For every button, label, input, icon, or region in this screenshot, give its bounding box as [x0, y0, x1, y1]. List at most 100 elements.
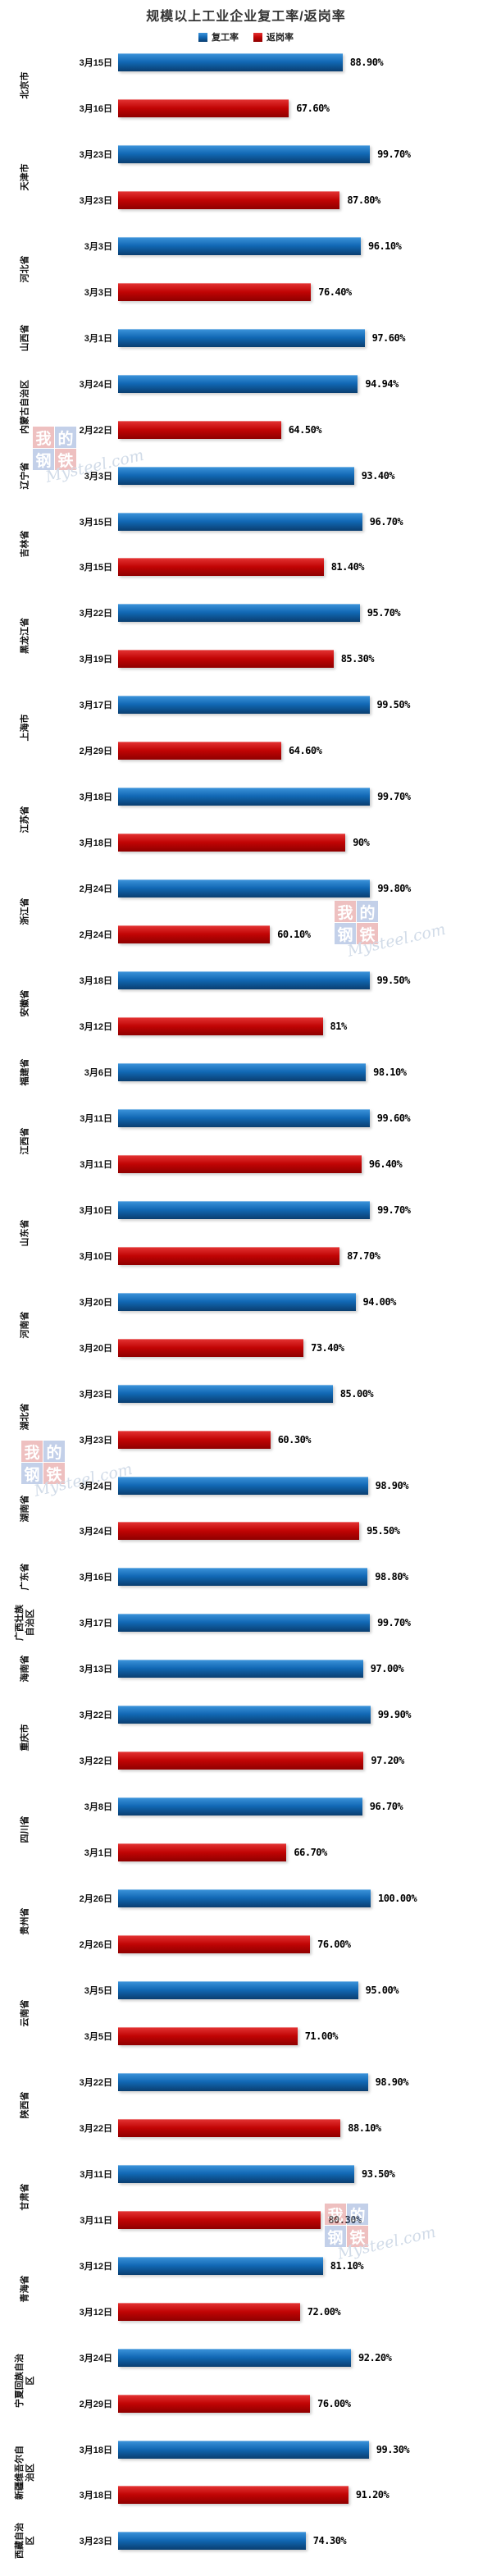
province-label-wrap: 贵州省	[0, 1875, 51, 1967]
province-group: 海南省 3月13日 97.00%	[0, 1646, 492, 1692]
return-rate-bar	[118, 1154, 362, 1173]
date-label: 3月18日	[79, 792, 112, 803]
value-label: 93.50%	[362, 2167, 395, 2180]
date-label: 3月3日	[84, 287, 112, 298]
date-label: 3月18日	[79, 2445, 112, 2455]
province-label-wrap: 甘肃省	[0, 2151, 51, 2243]
province-label: 湖南省	[20, 1495, 30, 1522]
province-group: 广东省 3月16日 98.80%	[0, 1554, 492, 1600]
bar-row: 3月10日 87.70%	[51, 1233, 492, 1279]
province-label: 青海省	[20, 2275, 30, 2303]
province-label-wrap: 四川省	[0, 1784, 51, 1875]
bar-row: 3月15日 96.70%	[51, 499, 492, 545]
province-label: 广西壮族自治区	[14, 1605, 35, 1642]
bar-row: 3月12日 81%	[51, 1003, 492, 1049]
bar-row: 3月23日 85.00%	[51, 1371, 492, 1417]
value-label: 99.90%	[377, 1709, 412, 1721]
value-label: 99.80%	[377, 883, 411, 895]
province-label: 湖北省	[20, 1403, 30, 1431]
province-label-wrap: 江苏省	[0, 774, 51, 866]
date-label: 3月19日	[79, 655, 112, 665]
recovery-rate-bar	[118, 1062, 367, 1081]
bar-rows: 3月18日 99.50% 3月12日 81%	[51, 957, 492, 1049]
bar-rows: 3月22日 98.90% 3月22日 88.10%	[51, 2059, 492, 2151]
date-label: 2月29日	[79, 2399, 112, 2409]
province-group: 湖南省 3月24日 98.90% 3月24日 95.50%	[0, 1463, 492, 1555]
date-label: 3月3日	[84, 471, 112, 482]
value-label: 99.70%	[377, 1617, 411, 1629]
recovery-rate-bar	[118, 144, 371, 163]
province-label-wrap: 重庆市	[0, 1692, 51, 1784]
return-rate-bar	[118, 1246, 340, 1265]
date-label: 3月23日	[79, 2537, 112, 2547]
bar-row: 3月22日 98.90%	[51, 2059, 492, 2105]
value-label: 85.30%	[340, 653, 375, 665]
value-label: 99.50%	[376, 975, 411, 987]
date-label: 3月12日	[79, 2307, 112, 2318]
bar-rows: 3月22日 99.90% 3月22日 97.20%	[51, 1692, 492, 1784]
recovery-rate-bar	[118, 2072, 368, 2091]
date-label: 3月6日	[84, 1067, 112, 1078]
province-group: 云南省 3月5日 95.00% 3月5日 71.00%	[0, 1967, 492, 2059]
bar-rows: 3月20日 94.00% 3月20日 73.40%	[51, 1279, 492, 1371]
bar-row: 3月18日 90%	[51, 820, 492, 866]
province-label-wrap: 吉林省	[0, 499, 51, 591]
province-group: 江西省 3月11日 99.60% 3月11日 96.40%	[0, 1095, 492, 1187]
date-label: 2月22日	[79, 425, 112, 436]
date-label: 3月18日	[79, 838, 112, 849]
date-label: 3月13日	[79, 1665, 112, 1675]
bar-row: 3月15日 88.90%	[51, 39, 492, 85]
recovery-rate-bar	[118, 2164, 354, 2183]
bar-row: 2月26日 100.00%	[51, 1875, 492, 1921]
date-label: 3月8日	[84, 1802, 112, 1813]
value-label: 97.00%	[370, 1663, 404, 1675]
return-rate-bar	[118, 925, 271, 944]
bar-rows: 2月24日 99.80% 2月24日 60.10%	[51, 866, 492, 957]
bar-rows: 3月5日 95.00% 3月5日 71.00%	[51, 1967, 492, 2059]
province-label-wrap: 河北省	[0, 223, 51, 315]
date-label: 2月24日	[79, 884, 112, 895]
bar-rows: 3月24日 94.94% 2月22日 64.50%	[51, 361, 492, 453]
value-label: 98.80%	[375, 1571, 408, 1583]
province-label-wrap: 广东省	[0, 1554, 51, 1600]
bar-rows: 3月3日 96.10% 3月3日 76.40%	[51, 223, 492, 315]
return-rate-bar	[118, 834, 346, 852]
province-label-wrap: 海南省	[0, 1646, 51, 1692]
bar-row: 3月22日 95.70%	[51, 590, 492, 636]
recovery-rate-bar	[118, 2532, 306, 2551]
province-label: 浙江省	[20, 897, 30, 925]
value-label: 64.50%	[288, 423, 322, 436]
recovery-rate-bar	[118, 788, 371, 806]
value-label: 99.50%	[376, 699, 411, 711]
date-label: 3月15日	[79, 517, 112, 528]
date-label: 3月15日	[79, 563, 112, 573]
province-group: 北京市 3月15日 88.90% 3月16日 67.60%	[0, 39, 492, 131]
bar-row: 3月16日 98.80%	[51, 1554, 492, 1600]
value-label: 99.70%	[377, 148, 411, 160]
bar-rows: 3月10日 99.70% 3月10日 87.70%	[51, 1187, 492, 1279]
value-label: 99.70%	[377, 791, 411, 803]
province-label-wrap: 河南省	[0, 1279, 51, 1371]
bar-rows: 3月11日 99.60% 3月11日 96.40%	[51, 1095, 492, 1187]
recovery-rate-bar	[118, 328, 365, 347]
recovery-rate-bar	[118, 1660, 363, 1679]
province-label-wrap: 天津市	[0, 131, 51, 223]
bar-row: 3月6日 98.10%	[51, 1049, 492, 1095]
value-label: 96.70%	[369, 515, 403, 528]
province-label-wrap: 云南省	[0, 1967, 51, 2059]
province-label-wrap: 西藏自治区	[0, 2518, 51, 2564]
bar-row: 3月1日 97.60%	[51, 315, 492, 361]
bar-rows: 3月22日 95.70% 3月19日 85.30%	[51, 590, 492, 682]
province-group: 福建省 3月6日 98.10%	[0, 1049, 492, 1095]
value-label: 72.00%	[307, 2305, 341, 2318]
value-label: 66.70%	[294, 1847, 327, 1859]
province-group: 新疆维吾尔自治区 3月18日 99.30% 3月18日 91.20%	[0, 2427, 492, 2519]
recovery-rate-bar	[118, 1889, 371, 1908]
bar-row: 3月23日 60.30%	[51, 1417, 492, 1463]
bar-row: 3月18日 99.50%	[51, 957, 492, 1003]
return-rate-bar	[118, 1843, 287, 1862]
province-group: 陕西省 3月22日 98.90% 3月22日 88.10%	[0, 2059, 492, 2151]
date-label: 3月23日	[79, 195, 112, 206]
date-label: 3月22日	[79, 609, 112, 619]
recovery-rate-bar	[118, 1384, 333, 1403]
